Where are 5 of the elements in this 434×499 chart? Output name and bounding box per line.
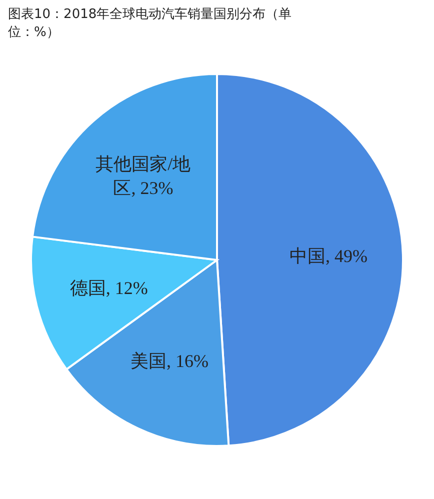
- slice-label: 中国, 49%: [288, 245, 369, 268]
- chart-title: 图表10：2018年全球电动汽车销量国别分布（单位：%）: [8, 6, 293, 42]
- slice-label: 德国, 12%: [68, 276, 149, 300]
- slice-label: 其他国家/地区, 23%: [94, 153, 192, 200]
- slice-label: 美国, 16%: [129, 350, 210, 373]
